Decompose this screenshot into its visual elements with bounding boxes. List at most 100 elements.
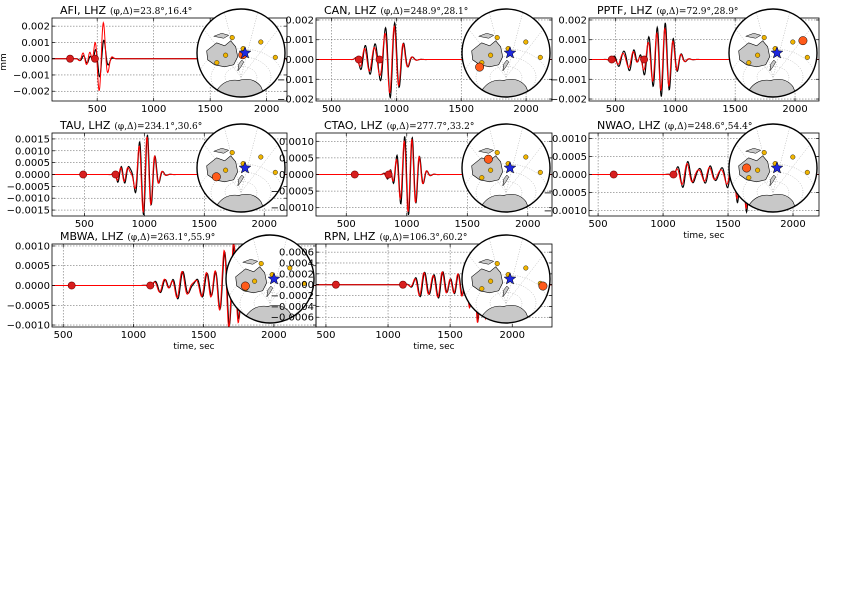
- epicenter-star-icon: [503, 272, 517, 285]
- station-dot: [746, 60, 752, 66]
- antarctica-shape: [748, 193, 800, 212]
- x-tick-label: 2000: [780, 219, 805, 230]
- arrival-marker: [67, 281, 76, 290]
- station-dot: [523, 39, 529, 45]
- antarctica-shape: [216, 193, 268, 212]
- station-dot: [229, 35, 235, 41]
- y-tick-label: −0.0005: [7, 182, 50, 193]
- station-dot: [258, 261, 264, 267]
- y-tick-label: 0.0010: [15, 146, 50, 157]
- x-tick-label: 1000: [650, 219, 675, 230]
- x-tick-label: 2000: [254, 104, 279, 115]
- panel-title: RPN, LHZ (φ,Δ)=106.3°,60.2°: [324, 230, 467, 243]
- x-tick-label: 500: [75, 219, 94, 230]
- x-axis-label: time, sec: [683, 231, 724, 241]
- australia-shape: [738, 40, 770, 68]
- y-tick-label: −0.0015: [7, 206, 50, 217]
- x-tick-label: 500: [589, 219, 608, 230]
- y-tick-label: −0.0005: [544, 188, 587, 199]
- station-dot: [746, 175, 752, 181]
- arrival-marker: [91, 54, 99, 63]
- inset-globe-map: [728, 123, 818, 213]
- epicenter-star-icon: [238, 46, 252, 59]
- panel-title: TAU, LHZ (φ,Δ)=234.1°,30.6°: [59, 119, 202, 132]
- station-dot: [287, 265, 293, 271]
- y-tick-label: 0.0010: [15, 241, 50, 252]
- panel-title: PPTF, LHZ (φ,Δ)=72.9°,28.9°: [597, 4, 738, 17]
- y-tick-label: 0.000: [21, 54, 50, 65]
- epicenter-star-icon: [503, 46, 517, 59]
- y-tick-label: 0.0010: [552, 134, 587, 145]
- station-dot: [229, 150, 235, 156]
- station-dot: [494, 150, 500, 156]
- x-tick-label: 500: [88, 104, 107, 115]
- axes-frame: [315, 243, 553, 328]
- epicenter-star-icon: [267, 272, 281, 285]
- station-dot: [301, 280, 307, 286]
- station-dot: [494, 261, 500, 267]
- x-tick-label: 1500: [715, 219, 740, 230]
- y-tick-label: 0.0006: [279, 248, 314, 259]
- y-axis-label: mm: [0, 53, 9, 71]
- highlighted-station: [798, 36, 808, 46]
- arrival-marker: [609, 170, 618, 179]
- station-dot: [479, 286, 485, 292]
- x-tick-label: 500: [337, 219, 356, 230]
- x-tick-label: 500: [54, 330, 73, 341]
- y-tick-label: 0.0005: [279, 153, 314, 164]
- x-tick-label: 1500: [455, 219, 480, 230]
- x-tick-label: 500: [316, 330, 335, 341]
- station-dot: [761, 35, 767, 41]
- panel-tau: 500 1000 1500 20000.00150.00100.00050.0000−…: [7, 119, 288, 230]
- arrival-marker: [331, 280, 340, 289]
- arrival-marker: [350, 170, 359, 179]
- x-tick-label: 1000: [132, 219, 157, 230]
- arrival-marker: [669, 170, 678, 179]
- station-dot: [790, 154, 796, 160]
- station-dot: [804, 54, 810, 60]
- epicenter-star-icon: [238, 161, 252, 174]
- arrival-marker: [111, 170, 120, 179]
- highlighted-station: [742, 163, 752, 173]
- x-axis-label: time, sec: [413, 342, 454, 352]
- y-tick-label: −0.0002: [271, 291, 314, 302]
- antarctica-shape: [216, 78, 268, 97]
- x-tick-label: 1000: [394, 219, 419, 230]
- x-tick-label: 500: [322, 104, 341, 115]
- x-tick-label: 2000: [500, 330, 525, 341]
- y-tick-label: 0.0015: [15, 134, 50, 145]
- panel-title: MBWA, LHZ (φ,Δ)=263.1°,55.9°: [60, 230, 215, 243]
- epicenter-star-icon: [503, 161, 517, 174]
- station-dot: [761, 150, 767, 156]
- antarctica-shape: [481, 304, 533, 323]
- y-tick-label: −0.0005: [271, 187, 314, 198]
- y-tick-label: −0.0010: [544, 206, 587, 217]
- y-tick-label: 0.0000: [279, 170, 314, 181]
- x-tick-label: 2000: [251, 219, 276, 230]
- station-dot: [537, 54, 543, 60]
- y-tick-label: −0.0010: [7, 321, 50, 332]
- x-tick-label: 1000: [663, 104, 688, 115]
- y-tick-label: 0.0004: [279, 258, 314, 269]
- y-tick-label: 0.001: [558, 35, 587, 46]
- panel-title: NWAO, LHZ (φ,Δ)=248.6°,54.4°: [597, 119, 752, 132]
- highlighted-station: [475, 62, 485, 72]
- x-axis-label: time, sec: [173, 342, 214, 352]
- antarctica-shape: [245, 304, 297, 323]
- arrival-marker: [375, 55, 384, 64]
- y-tick-label: 0.0000: [552, 170, 587, 181]
- y-tick-label: 0.0010: [279, 137, 314, 148]
- panel-title: AFI, LHZ (φ,Δ)=23.8°,16.4°: [60, 4, 192, 17]
- station-dot: [488, 52, 494, 58]
- y-tick-label: −0.001: [277, 75, 314, 86]
- station-dot: [223, 167, 229, 173]
- station-dot: [258, 154, 264, 160]
- x-tick-label: 1500: [437, 330, 462, 341]
- y-tick-label: −0.001: [13, 70, 50, 81]
- station-dot: [223, 52, 229, 58]
- x-tick-label: 2000: [782, 104, 807, 115]
- panel-title: CAN, LHZ (φ,Δ)=248.9°,28.1°: [324, 4, 468, 17]
- x-tick-label: 1500: [722, 104, 747, 115]
- y-tick-label: −0.002: [277, 95, 314, 106]
- antarctica-shape: [748, 78, 800, 97]
